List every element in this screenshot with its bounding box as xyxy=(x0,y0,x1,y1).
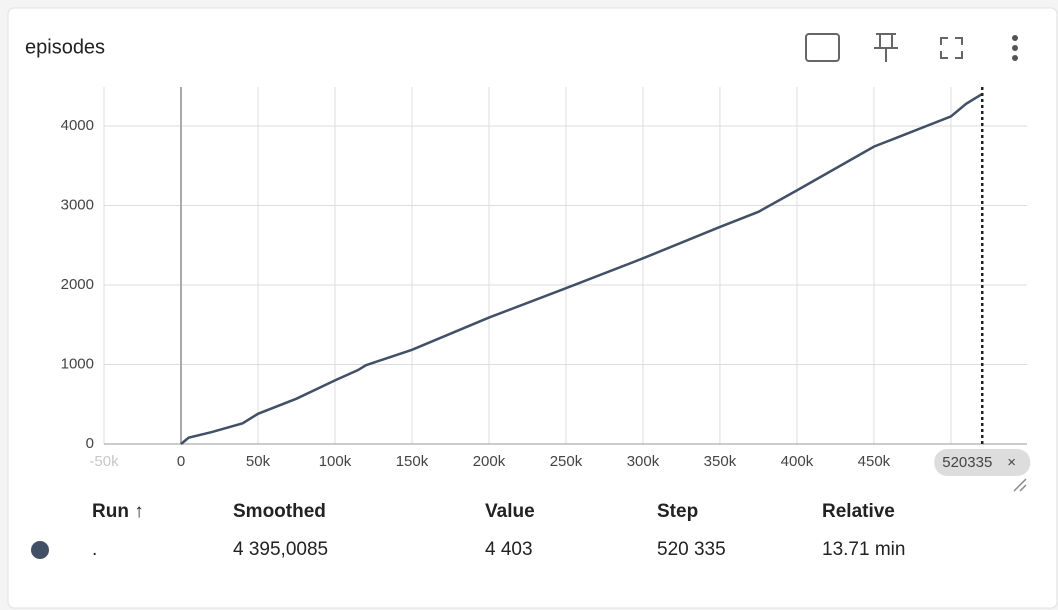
x-tick-label: 50k xyxy=(246,453,271,470)
x-tick-label: 300k xyxy=(627,453,660,470)
cursor-close: × xyxy=(1007,454,1016,471)
table-cell: 520 335 xyxy=(657,539,726,560)
x-tick-label: 400k xyxy=(781,453,814,470)
table-header: Step xyxy=(657,501,698,522)
table-cell: . xyxy=(92,539,97,560)
card-bg xyxy=(7,7,1058,609)
x-tick-label: 450k xyxy=(858,453,891,470)
card-title: episodes xyxy=(25,36,105,58)
table-header: Relative xyxy=(822,501,895,522)
table-header: Run ↑ xyxy=(92,501,144,522)
resize-handle[interactable] xyxy=(1013,478,1027,492)
table-cell: 13.71 min xyxy=(822,539,905,560)
menu-button[interactable] xyxy=(1012,35,1018,61)
table: Run ↑ Smoothed Value Step Relative. 4 395,008… xyxy=(31,501,905,560)
y-tick-label: 1000 xyxy=(61,355,94,372)
cursor-tag xyxy=(934,449,1031,476)
x-tick-label: 100k xyxy=(319,453,352,470)
pin-button[interactable] xyxy=(874,33,898,62)
x-tick-label: 0 xyxy=(177,453,185,470)
fit-domain-button[interactable] xyxy=(805,33,840,62)
y-tick-label: 4000 xyxy=(61,117,94,134)
x-tick-label: 150k xyxy=(396,453,429,470)
x-tick-label: 350k xyxy=(704,453,737,470)
series-line xyxy=(180,92,983,445)
toolbar[interactable] xyxy=(805,33,1018,62)
run-color-dot xyxy=(31,541,49,559)
table-header: Smoothed xyxy=(233,501,326,522)
y-tick-label: 3000 xyxy=(61,196,94,213)
x-tick-label: 200k xyxy=(473,453,506,470)
y-tick-label: 0 xyxy=(86,435,94,452)
fullscreen-button[interactable] xyxy=(940,37,963,59)
x-tick-label: 250k xyxy=(550,453,583,470)
table-cell: 4 395,0085 xyxy=(233,539,328,560)
table-header: Value xyxy=(485,501,535,522)
cursor-step-label: 520335 xyxy=(942,454,992,471)
y-tick-label: 2000 xyxy=(61,276,94,293)
x-tick-label: -50k xyxy=(89,453,119,470)
table-cell: 4 403 xyxy=(485,539,533,560)
